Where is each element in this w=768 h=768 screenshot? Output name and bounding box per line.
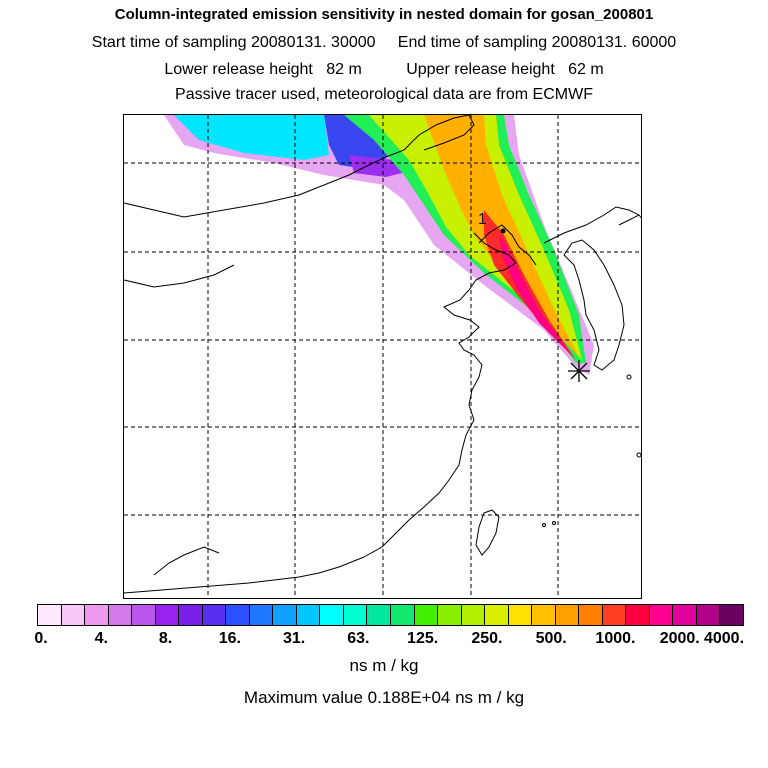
- map-canvas: [124, 115, 641, 598]
- colorbar-segment: [320, 605, 344, 625]
- inner-border: [124, 264, 235, 288]
- colorbar-segment: [296, 605, 321, 625]
- plume-band-violet: [349, 155, 414, 177]
- colorbar-tick-label: 2000.: [659, 630, 700, 647]
- island: [626, 374, 632, 380]
- colorbar-segment: [273, 605, 297, 625]
- islands: [542, 374, 641, 527]
- colorbar-segment: [390, 605, 415, 625]
- colorbar-units: ns m / kg: [349, 656, 419, 675]
- colorbar-segment: [155, 605, 180, 625]
- colorbar-segment: [720, 605, 743, 625]
- colorbar-segment: [532, 605, 556, 625]
- release-label: 1: [478, 211, 487, 228]
- plume-band-red: [484, 210, 576, 360]
- colorbar-tick-label: 4.: [94, 630, 108, 647]
- colorbar-tick-label: 1000.: [595, 630, 636, 647]
- tracer-info-line: Passive tracer used, meteorological data…: [175, 86, 593, 103]
- yellow-sea-coast: [363, 232, 517, 558]
- map-panel: [123, 114, 642, 599]
- colorbar-tick-label: 125.: [407, 630, 439, 647]
- hainan-coast: [153, 546, 220, 576]
- colorbar-segment: [696, 605, 721, 625]
- colorbar-segment: [438, 605, 462, 625]
- colorbar-segment: [673, 605, 697, 625]
- emission-plume: [164, 115, 594, 375]
- colorbar-segment: [132, 605, 156, 625]
- colorbar-tick-label: 63.: [347, 630, 370, 647]
- colorbar-segment: [602, 605, 627, 625]
- colorbar-segment: [555, 605, 580, 625]
- colorbar-segment: [249, 605, 274, 625]
- island: [636, 452, 641, 458]
- colorbar-tick-label: 8.: [158, 630, 173, 647]
- colorbar-segment: [343, 605, 368, 625]
- colorbar-tick-label: 250.: [471, 630, 503, 647]
- colorbar-tick-label: 0.: [34, 630, 48, 647]
- colorbar-segment: [367, 605, 391, 625]
- colorbar-tick-label: 4000.: [703, 630, 745, 647]
- release-point-marker: [500, 228, 506, 234]
- asterisk-icon: [568, 360, 590, 382]
- maximum-value-text: Maximum value 0.188E+04 ns m / kg: [243, 688, 525, 707]
- colorbar-tick-label: 16.: [218, 630, 241, 647]
- plot-title: Column-integrated emission sensitivity i…: [114, 6, 654, 23]
- colorbar-segment: [38, 605, 62, 625]
- sampling-time-line: Start time of sampling 20080131. 30000 E…: [91, 34, 677, 51]
- plume-band-cyan: [174, 115, 329, 160]
- south-coast: [124, 556, 365, 594]
- colorbar-segment: [461, 605, 486, 625]
- colorbar-segment: [85, 605, 109, 625]
- bohai-coast: [478, 224, 537, 266]
- colorbar-segment: [626, 605, 650, 625]
- korea-coast: [543, 206, 641, 244]
- colorbar-segment: [179, 605, 203, 625]
- colorbar-tick-label: 500.: [535, 630, 567, 647]
- colorbar-segment: [508, 605, 533, 625]
- colorbar-segment: [649, 605, 674, 625]
- colorbar-segment: [414, 605, 439, 625]
- japan-coast: [618, 214, 640, 226]
- colorbar-segment: [579, 605, 603, 625]
- korea-peninsula: [563, 239, 625, 371]
- taiwan: [475, 509, 500, 556]
- island: [542, 523, 546, 527]
- northern-border: [124, 115, 470, 218]
- colorbar-segment: [202, 605, 227, 625]
- coastlines: [124, 115, 641, 594]
- release-height-line: Lower release height 82 m Upper release …: [164, 61, 604, 78]
- island: [552, 521, 556, 525]
- colorbar-segment: [485, 605, 509, 625]
- mongolia-border: [423, 115, 475, 151]
- colorbar-segment: [108, 605, 133, 625]
- colorbar-segment: [61, 605, 86, 625]
- colorbar-tick-label: 31.: [282, 630, 306, 647]
- colorbar: [37, 604, 744, 626]
- graticule: [124, 115, 641, 598]
- colorbar-segment: [226, 605, 250, 625]
